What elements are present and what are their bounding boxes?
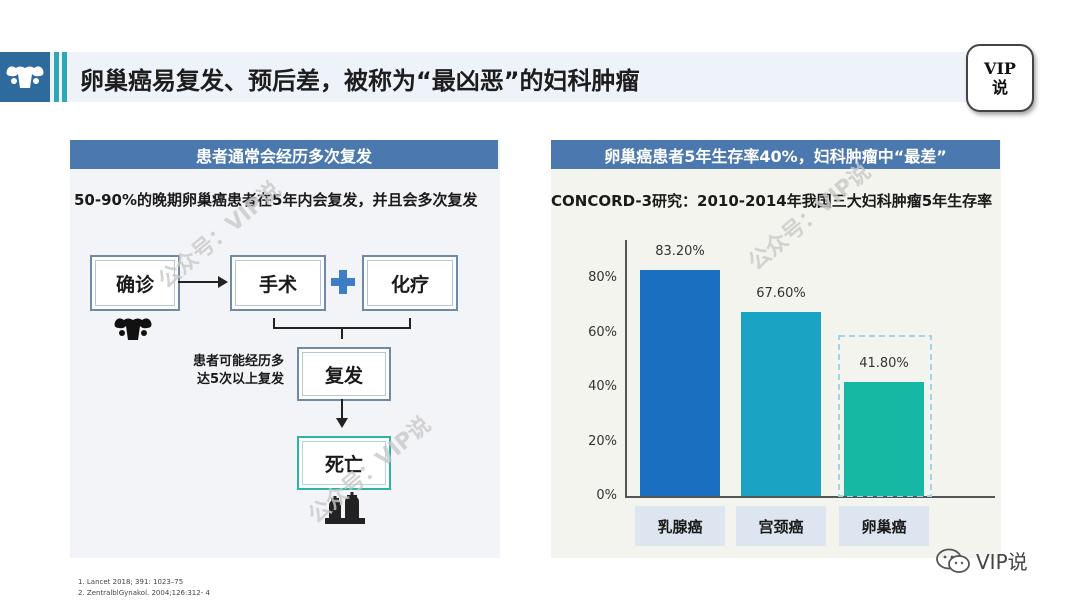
right-panel-subtitle: CONCORD-3研究：2010-2014年我国三大妇科肿瘤5年生存率 bbox=[551, 192, 993, 210]
bar-data-label: 67.60% bbox=[756, 286, 806, 302]
y-tick-label: 80% bbox=[588, 270, 617, 286]
footnote: 1. Lancet 2018; 391: 1023–75 bbox=[78, 578, 184, 586]
bracket-right bbox=[409, 318, 411, 328]
recurrence-note-line1: 患者可能经历多 bbox=[192, 354, 284, 369]
recurrence-box: 复发 bbox=[297, 347, 391, 401]
y-tick-label: 0% bbox=[596, 488, 617, 503]
footer-brand-text: VIP说 bbox=[976, 550, 1028, 574]
bracket-stem bbox=[341, 327, 343, 339]
recurrence-note: 患者可能经历多 达5次以上复发 bbox=[180, 353, 284, 389]
vip-badge-line2: 说 bbox=[991, 78, 1008, 97]
death-box: 死亡 bbox=[297, 436, 391, 490]
y-tick-label: 40% bbox=[588, 379, 617, 395]
bracket-left bbox=[273, 318, 275, 328]
footnote: 2. ZentralblGynakol. 2004;126:312- 4 bbox=[78, 589, 210, 597]
left-panel bbox=[70, 140, 500, 558]
y-tick-label: 60% bbox=[588, 324, 617, 340]
left-panel-subtitle: 50-90%的晚期卵巢癌患者在5年内会复发，并且会多次复发 bbox=[74, 191, 478, 209]
header-accent-bar bbox=[62, 52, 67, 102]
x-axis bbox=[625, 496, 995, 498]
vip-badge: VIP 说 bbox=[966, 44, 1034, 112]
surgery-box: 手术 bbox=[230, 255, 326, 311]
bar bbox=[844, 382, 924, 496]
tombstone-icon bbox=[325, 492, 365, 524]
survival-bar-chart: 0% 20% 40% 60% 80% 83.20% 乳腺癌 67.60% 宫颈癌 41.80% 卵巢… bbox=[551, 240, 1001, 558]
left-panel-header: 患者通常会经历多次复发 bbox=[70, 140, 498, 169]
footer-brand: VIP说 bbox=[936, 546, 1028, 575]
category-label: 宫颈癌 bbox=[736, 506, 826, 546]
right-panel-header: 卵巢癌患者5年生存率40%，妇科肿瘤中“最差” bbox=[551, 140, 1000, 169]
header-accent-bar bbox=[54, 52, 59, 102]
chemo-box: 化疗 bbox=[362, 255, 458, 311]
y-tick-label: 20% bbox=[588, 433, 617, 449]
arrow-down-icon bbox=[336, 418, 348, 428]
recurrence-note-line2: 达5次以上复发 bbox=[196, 372, 284, 387]
diagnosis-box: 确诊 bbox=[90, 255, 180, 311]
arrow-right-icon bbox=[218, 276, 228, 288]
uterus-icon bbox=[114, 318, 152, 340]
logo-icon bbox=[0, 52, 50, 102]
highlight-dashed-box bbox=[838, 335, 932, 497]
bar-data-label: 83.20% bbox=[655, 243, 705, 259]
wechat-icon bbox=[936, 548, 970, 573]
footnotes: 1. Lancet 2018; 391: 1023–75 2. Zentralb… bbox=[78, 577, 210, 599]
category-label: 乳腺癌 bbox=[635, 506, 725, 546]
bar bbox=[640, 269, 720, 496]
bar-data-label: 41.80% bbox=[859, 356, 909, 372]
bar bbox=[741, 312, 821, 496]
y-axis bbox=[625, 240, 627, 498]
vip-badge-line1: VIP bbox=[984, 59, 1016, 78]
category-label: 卵巢癌 bbox=[839, 506, 929, 546]
arrow-line bbox=[341, 399, 343, 421]
page-title: 卵巢癌易复发、预后差，被称为“最凶恶”的妇科肿瘤 bbox=[80, 67, 640, 95]
plus-icon bbox=[331, 270, 355, 294]
header-band bbox=[0, 52, 1030, 102]
arrow-line bbox=[178, 281, 222, 283]
